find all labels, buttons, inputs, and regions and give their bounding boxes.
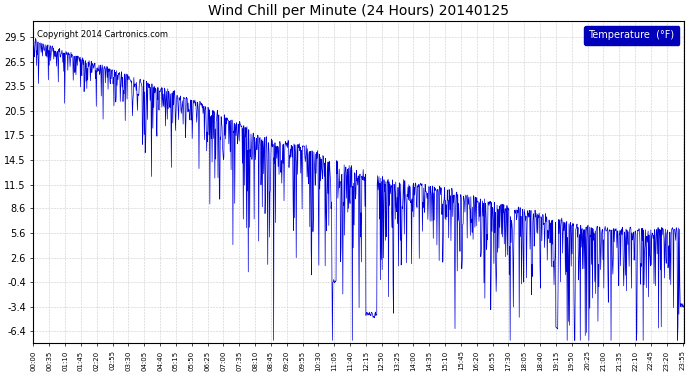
Legend: Temperature  (°F): Temperature (°F) [584,26,680,45]
Title: Wind Chill per Minute (24 Hours) 20140125: Wind Chill per Minute (24 Hours) 2014012… [208,4,509,18]
Text: Copyright 2014 Cartronics.com: Copyright 2014 Cartronics.com [37,30,168,39]
